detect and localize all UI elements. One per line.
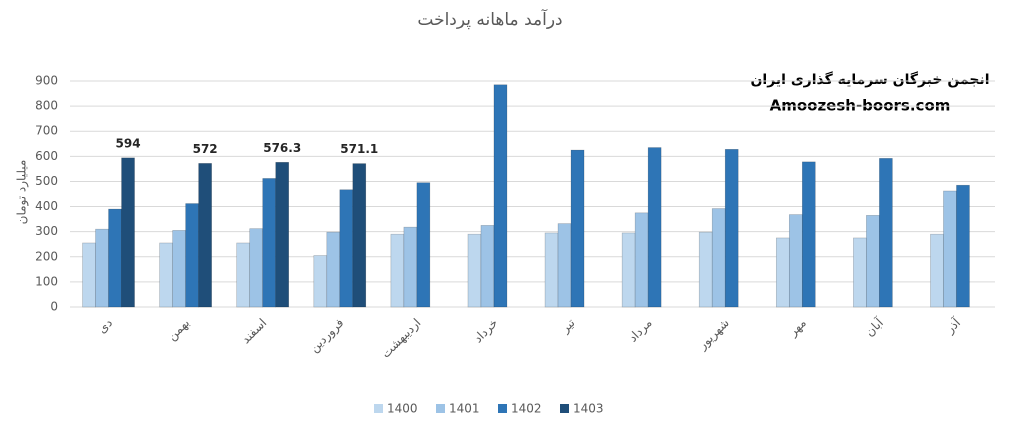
- bar: [467, 233, 482, 308]
- y-tick-label: 600: [35, 149, 58, 163]
- bar: [121, 157, 135, 308]
- bar: [352, 163, 367, 308]
- bar: [313, 255, 328, 308]
- legend-swatch: [498, 404, 507, 413]
- y-tick-label: 900: [35, 74, 58, 88]
- y-tick-label: 500: [35, 174, 58, 188]
- bar: [172, 230, 186, 308]
- chart-title: درآمد ماهانه پرداخت: [417, 8, 562, 30]
- bar: [647, 147, 662, 308]
- legend-label: 1402: [511, 402, 542, 416]
- y-tick-label: 200: [35, 249, 58, 263]
- bar: [853, 237, 867, 308]
- legend-swatch: [436, 404, 445, 413]
- bar: [711, 208, 726, 308]
- bar: [956, 184, 970, 308]
- x-tick-label: مرداد: [626, 316, 656, 346]
- bar: [339, 189, 354, 308]
- y-tick-label: 0: [50, 300, 58, 314]
- bar: [866, 215, 880, 308]
- bar: [493, 84, 508, 308]
- x-tick-label: شهریور: [695, 316, 733, 354]
- annotation: انجمن خبرگان سرمایه گذاری ایران: [750, 71, 989, 88]
- y-tick-label: 700: [35, 124, 58, 138]
- bar: [108, 208, 122, 308]
- bar: [390, 233, 405, 308]
- legend-swatch: [560, 404, 569, 413]
- legend-label: 1400: [387, 402, 418, 416]
- x-tick-label: اسفند: [239, 316, 270, 347]
- y-tick-label: 400: [35, 199, 58, 213]
- bar: [185, 203, 199, 308]
- legend-label: 1403: [573, 402, 604, 416]
- y-tick-label: 300: [35, 224, 58, 238]
- bar: [634, 212, 649, 308]
- data-label: 576.3: [263, 141, 301, 155]
- bar: [249, 228, 264, 308]
- bar: [698, 231, 713, 308]
- bar: [236, 242, 251, 308]
- annotation: Amoozesh-boors.com: [770, 97, 951, 115]
- bar: [621, 232, 636, 308]
- bar: [724, 149, 739, 308]
- legend-label: 1401: [449, 402, 480, 416]
- x-tick-label: مهر: [785, 316, 809, 340]
- bar: [403, 226, 418, 308]
- y-axis-label: میلیارد تومان: [15, 160, 30, 225]
- bar: [262, 178, 277, 308]
- bar: [788, 214, 803, 308]
- bar: [879, 158, 893, 308]
- bar: [570, 149, 585, 308]
- x-tick-label: آبان: [862, 315, 887, 340]
- y-tick-label: 100: [35, 274, 58, 288]
- bar: [198, 163, 212, 308]
- x-tick-label: خرداد: [471, 316, 501, 346]
- bar: [544, 232, 559, 308]
- bar: [82, 242, 96, 308]
- bar: [930, 233, 944, 308]
- bar: [159, 242, 173, 308]
- bar: [801, 161, 816, 308]
- x-tick-label: بهمن: [165, 316, 193, 344]
- bar: [943, 190, 957, 308]
- bar: [480, 225, 495, 308]
- x-tick-label: تیر: [557, 316, 578, 337]
- x-tick-label: فروردین: [307, 316, 347, 356]
- bar: [95, 228, 109, 308]
- y-tick-label: 800: [35, 99, 58, 113]
- legend-swatch: [374, 404, 383, 413]
- x-tick-label: آذر: [941, 315, 964, 338]
- bar: [557, 223, 572, 308]
- data-label: 571.1: [340, 142, 378, 156]
- bar: [416, 182, 431, 308]
- bar: [775, 237, 790, 308]
- data-label: 594: [116, 136, 141, 150]
- x-tick-label: اردیبهشت: [379, 316, 425, 362]
- bar: [275, 161, 290, 308]
- data-label: 572: [193, 142, 218, 156]
- bar: [326, 231, 341, 308]
- x-tick-label: دی: [95, 316, 115, 336]
